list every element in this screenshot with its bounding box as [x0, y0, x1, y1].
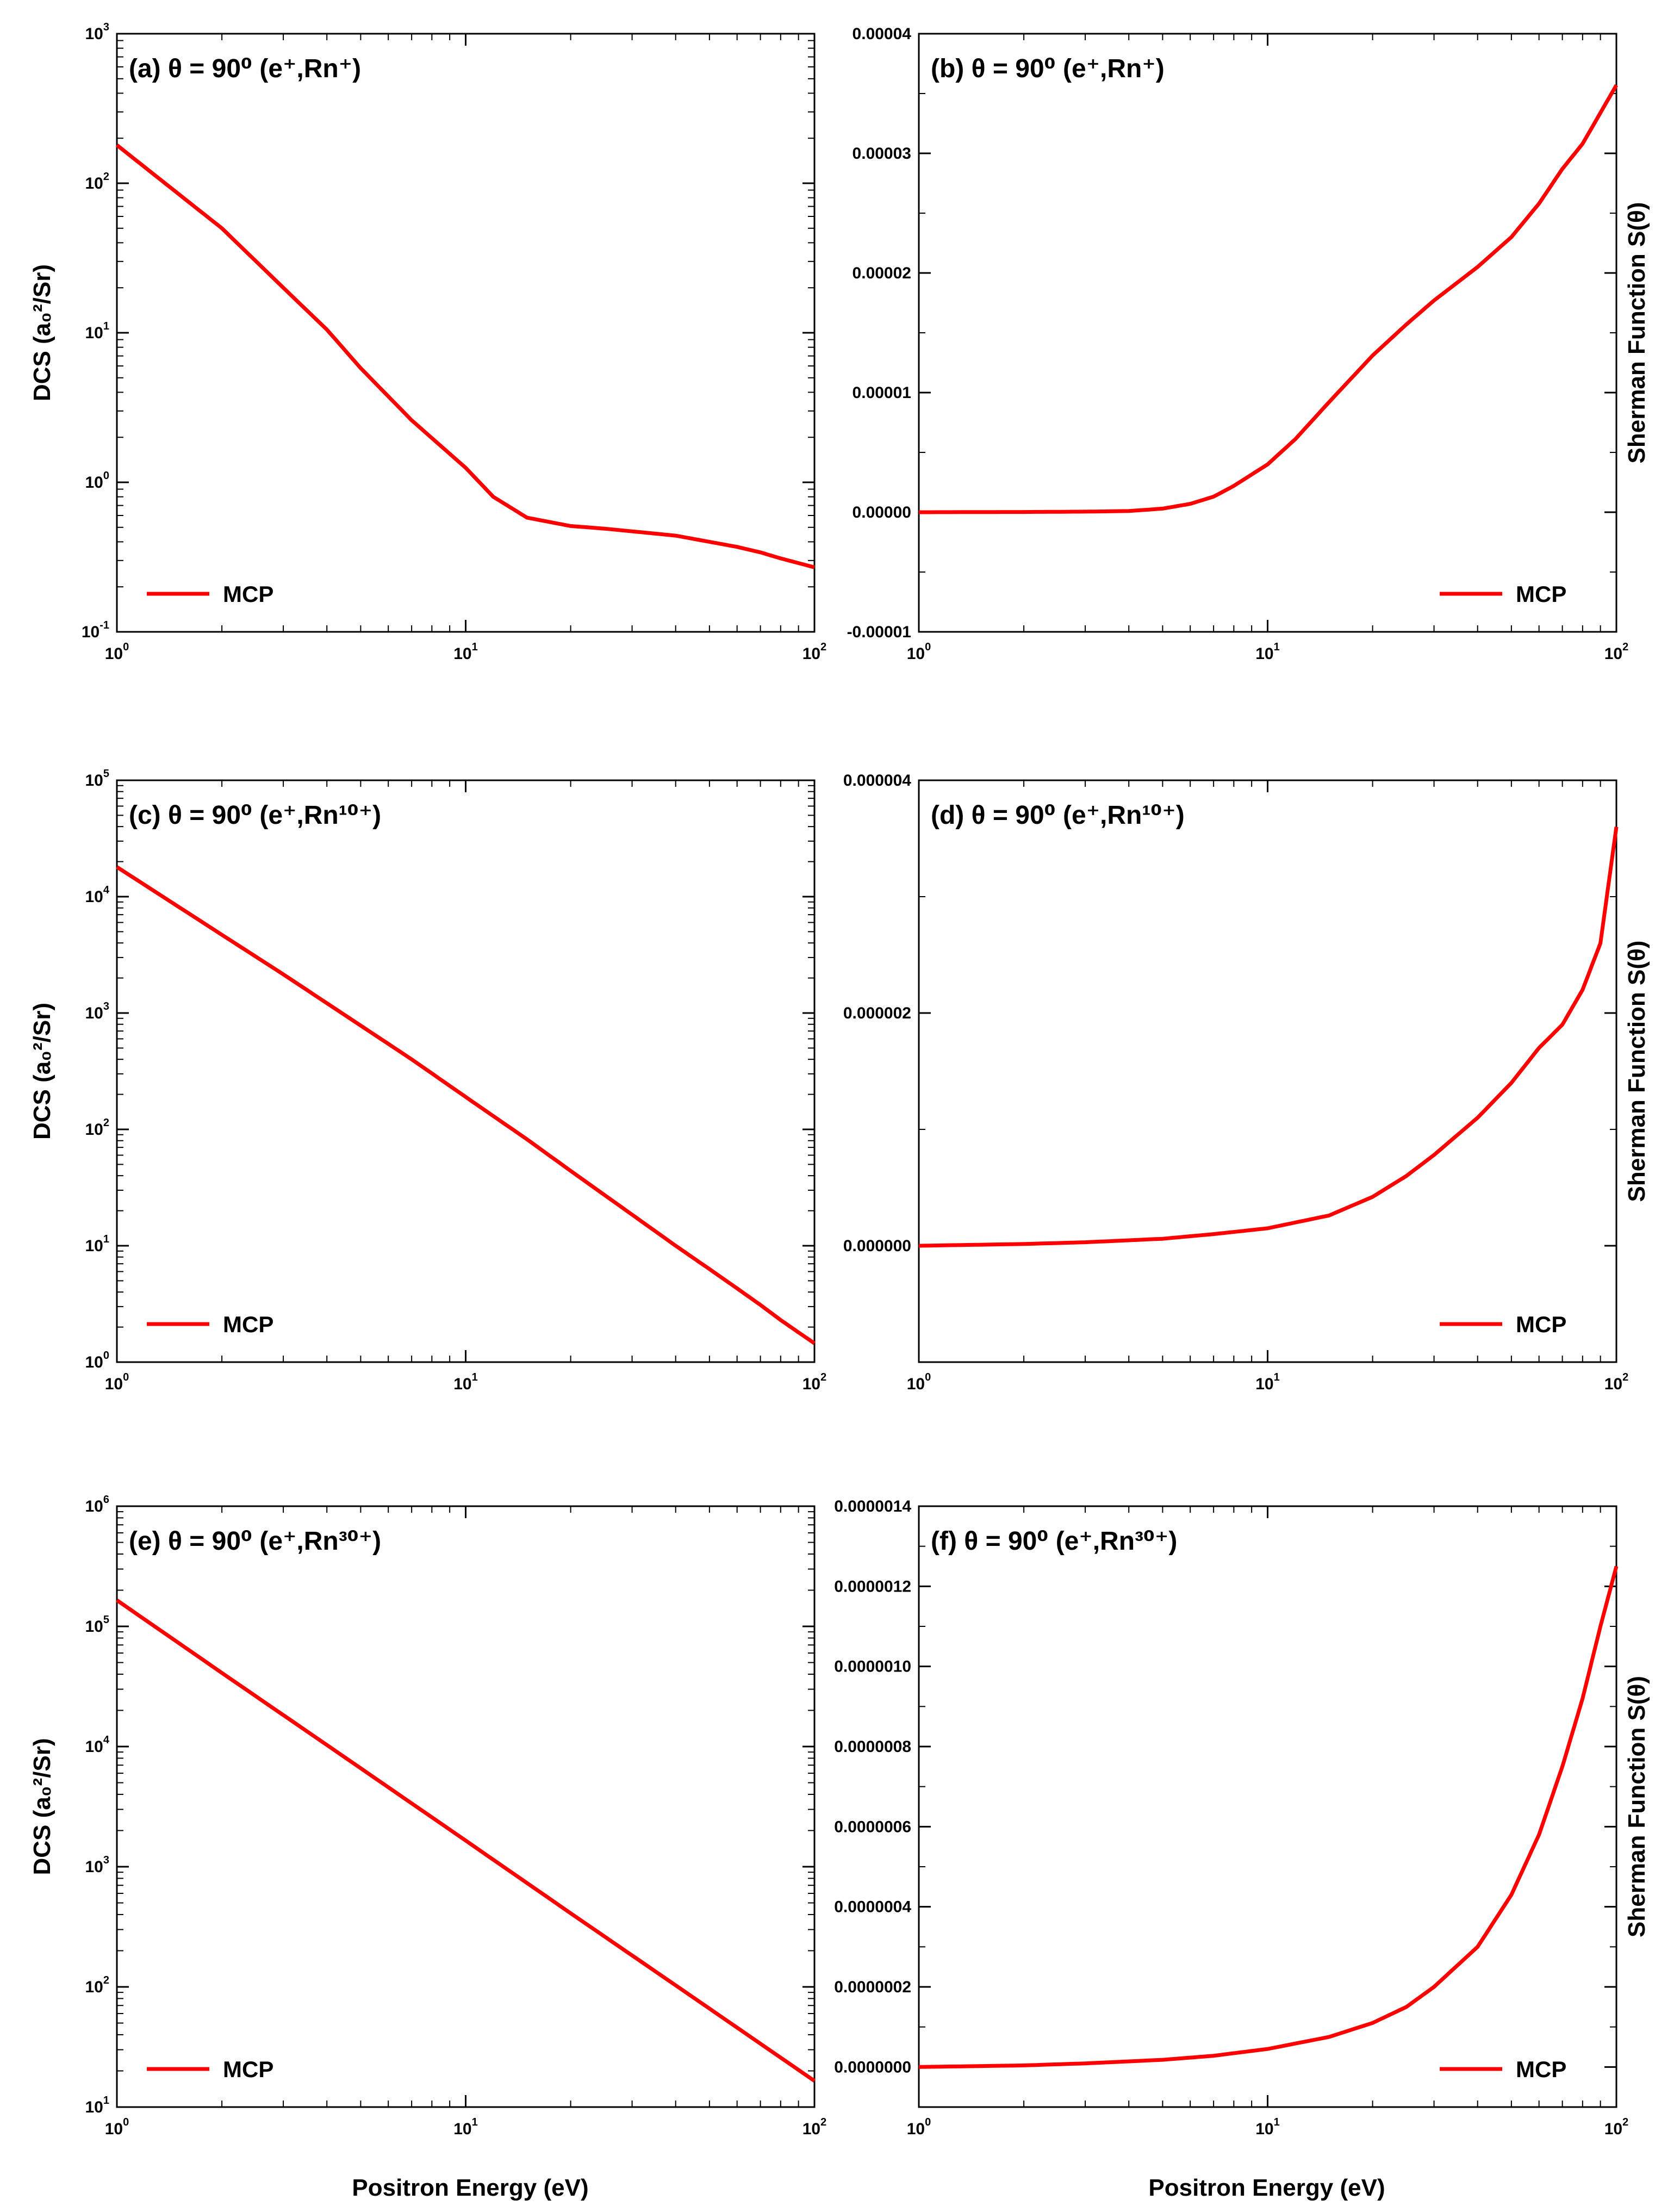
series-line-d [918, 827, 1619, 1248]
x-tick-label: 101 [453, 641, 478, 663]
x-tick-label: 102 [1604, 1371, 1629, 1393]
y-axis-label-b: Sherman Function S(θ) [1623, 202, 1650, 464]
y-tick-label: 0.00002 [853, 264, 911, 282]
legend-label-a: MCP [223, 581, 273, 607]
x-tick-label: 100 [105, 1371, 129, 1393]
panel-d: 100 101 102 0.000000 0.000002 0.000004 (d) θ =… [843, 772, 1650, 1393]
panel-b: 100 101 102 -0.00001 0.00000 0.00001 0.00002 0.… [847, 25, 1650, 663]
plot-frame-f [918, 1505, 1617, 2108]
series-line-c [116, 865, 816, 1345]
series-line-f [918, 1565, 1619, 2069]
x-tick-label: 102 [1604, 641, 1629, 663]
y-tick-label: -0.00001 [847, 623, 911, 641]
y-tick-label: 0.0000012 [834, 1577, 911, 1595]
y-tick-label: 0.000004 [843, 772, 911, 790]
x-axis-label-left: Positron Energy (eV) [352, 2174, 588, 2201]
y-tick-label: 102 [85, 171, 110, 192]
panel-c: 100 101 102 100 101 102 103 104 105 (c) θ = 90⁰ (… [29, 768, 826, 1393]
x-tick-label: 101 [1255, 1371, 1280, 1393]
x-tick-label: 101 [453, 1371, 478, 1393]
legend-label-b: MCP [1516, 581, 1566, 607]
x-tick-label: 101 [1255, 2116, 1280, 2138]
x-tick-label: 100 [907, 1371, 931, 1393]
y-tick-label: 103 [85, 1001, 110, 1022]
y-tick-label: 102 [85, 1974, 110, 1996]
y-tick-label: 100 [85, 1350, 110, 1371]
x-tick-label: 101 [453, 2116, 478, 2138]
x-tick-label: 102 [802, 2116, 827, 2138]
y-tick-label: 104 [85, 884, 110, 906]
y-tick-label: 0.0000004 [834, 1898, 911, 1916]
panel-f: 100 101 102 0.0000000 0.0000002 0.0000004 0.00… [834, 1498, 1650, 2138]
y-axis-label-e: DCS (a₀²/Sr) [29, 1738, 55, 1875]
y-tick-label: 101 [85, 320, 110, 342]
y-tick-label: 0.0000000 [834, 2058, 911, 2076]
plot-frame-e [116, 1505, 816, 2108]
series-line-e [116, 1599, 816, 2083]
y-axis-label-a: DCS (a₀²/Sr) [29, 264, 55, 401]
y-tick-label: 0.0000014 [834, 1498, 911, 1515]
panel-title-b: (b) θ = 90⁰ (e⁺,Rn⁺) [931, 54, 1165, 83]
legend-label-e: MCP [223, 2056, 273, 2082]
plot-frame-b [918, 33, 1617, 633]
y-axis-label-c: DCS (a₀²/Sr) [29, 1003, 55, 1140]
series-line-b [919, 84, 1619, 514]
y-tick-label: 0.0000006 [834, 1818, 911, 1836]
y-tick-label: 0.00001 [853, 384, 911, 402]
plot-frame-d [918, 779, 1617, 1363]
x-tick-label: 101 [1255, 641, 1280, 663]
panel-title-e: (e) θ = 90⁰ (e⁺,Rn³⁰⁺) [129, 1527, 381, 1556]
panel-title-a: (a) θ = 90⁰ (e⁺,Rn⁺) [129, 54, 361, 83]
y-tick-label: 105 [85, 768, 110, 790]
legend-label-d: MCP [1516, 1312, 1566, 1337]
y-tick-label: 104 [85, 1734, 110, 1756]
y-tick-label: 103 [85, 1854, 110, 1876]
x-tick-label: 100 [907, 2116, 931, 2138]
y-tick-label: 101 [85, 1233, 110, 1255]
x-tick-label: 102 [802, 1371, 827, 1393]
y-tick-label: 103 [85, 21, 110, 43]
x-tick-label: 100 [105, 2116, 129, 2138]
y-tick-label: 105 [85, 1614, 110, 1636]
y-tick-label: 0.00000 [853, 504, 911, 521]
y-axis-label-d: Sherman Function S(θ) [1623, 941, 1650, 1202]
y-tick-label: 106 [85, 1494, 110, 1515]
y-tick-label: 0.0000010 [834, 1658, 911, 1676]
y-tick-label: 10-1 [82, 619, 109, 641]
plot-frame-c [116, 779, 816, 1363]
panel-title-c: (c) θ = 90⁰ (e⁺,Rn¹⁰⁺) [129, 801, 381, 830]
y-tick-label: 0.000000 [843, 1237, 911, 1255]
legend-label-f: MCP [1516, 2056, 1566, 2082]
legend-label-c: MCP [223, 1312, 273, 1337]
x-tick-label: 100 [105, 641, 129, 663]
panel-title-d: (d) θ = 90⁰ (e⁺,Rn¹⁰⁺) [931, 801, 1185, 830]
x-tick-label: 102 [802, 641, 827, 663]
y-tick-label: 101 [85, 2095, 110, 2116]
x-tick-label: 100 [907, 641, 931, 663]
panel-title-f: (f) θ = 90⁰ (e⁺,Rn³⁰⁺) [931, 1527, 1177, 1556]
y-tick-label: 0.0000002 [834, 1978, 911, 1996]
y-tick-label: 0.00003 [853, 145, 911, 163]
y-tick-label: 102 [85, 1117, 110, 1139]
series-line-a [115, 144, 815, 569]
y-tick-label: 0.000002 [843, 1004, 911, 1022]
x-axis-label-right: Positron Energy (eV) [1148, 2174, 1385, 2201]
y-tick-label: 0.0000008 [834, 1738, 911, 1756]
y-tick-label: 0.00004 [853, 25, 912, 43]
y-tick-label: 100 [85, 470, 110, 492]
y-axis-label-f: Sherman Function S(θ) [1623, 1676, 1650, 1937]
x-tick-label: 102 [1604, 2116, 1629, 2138]
